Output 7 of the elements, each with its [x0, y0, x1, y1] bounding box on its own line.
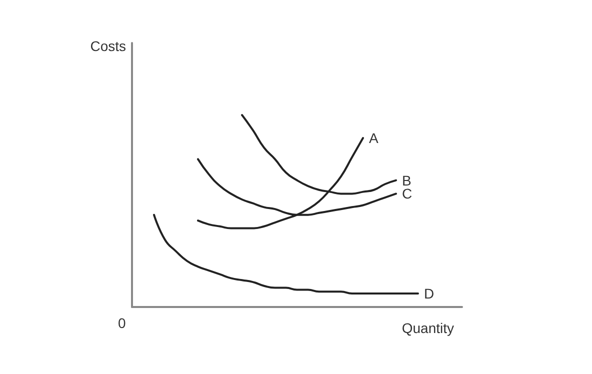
y-axis-title: Costs: [90, 38, 126, 54]
series-label: C: [402, 186, 412, 202]
x-axis-title: Quantity: [402, 320, 454, 336]
series-label: B: [402, 172, 412, 188]
text: 0: [118, 315, 126, 331]
series-label: A: [369, 130, 379, 146]
series-label: D: [424, 286, 434, 302]
